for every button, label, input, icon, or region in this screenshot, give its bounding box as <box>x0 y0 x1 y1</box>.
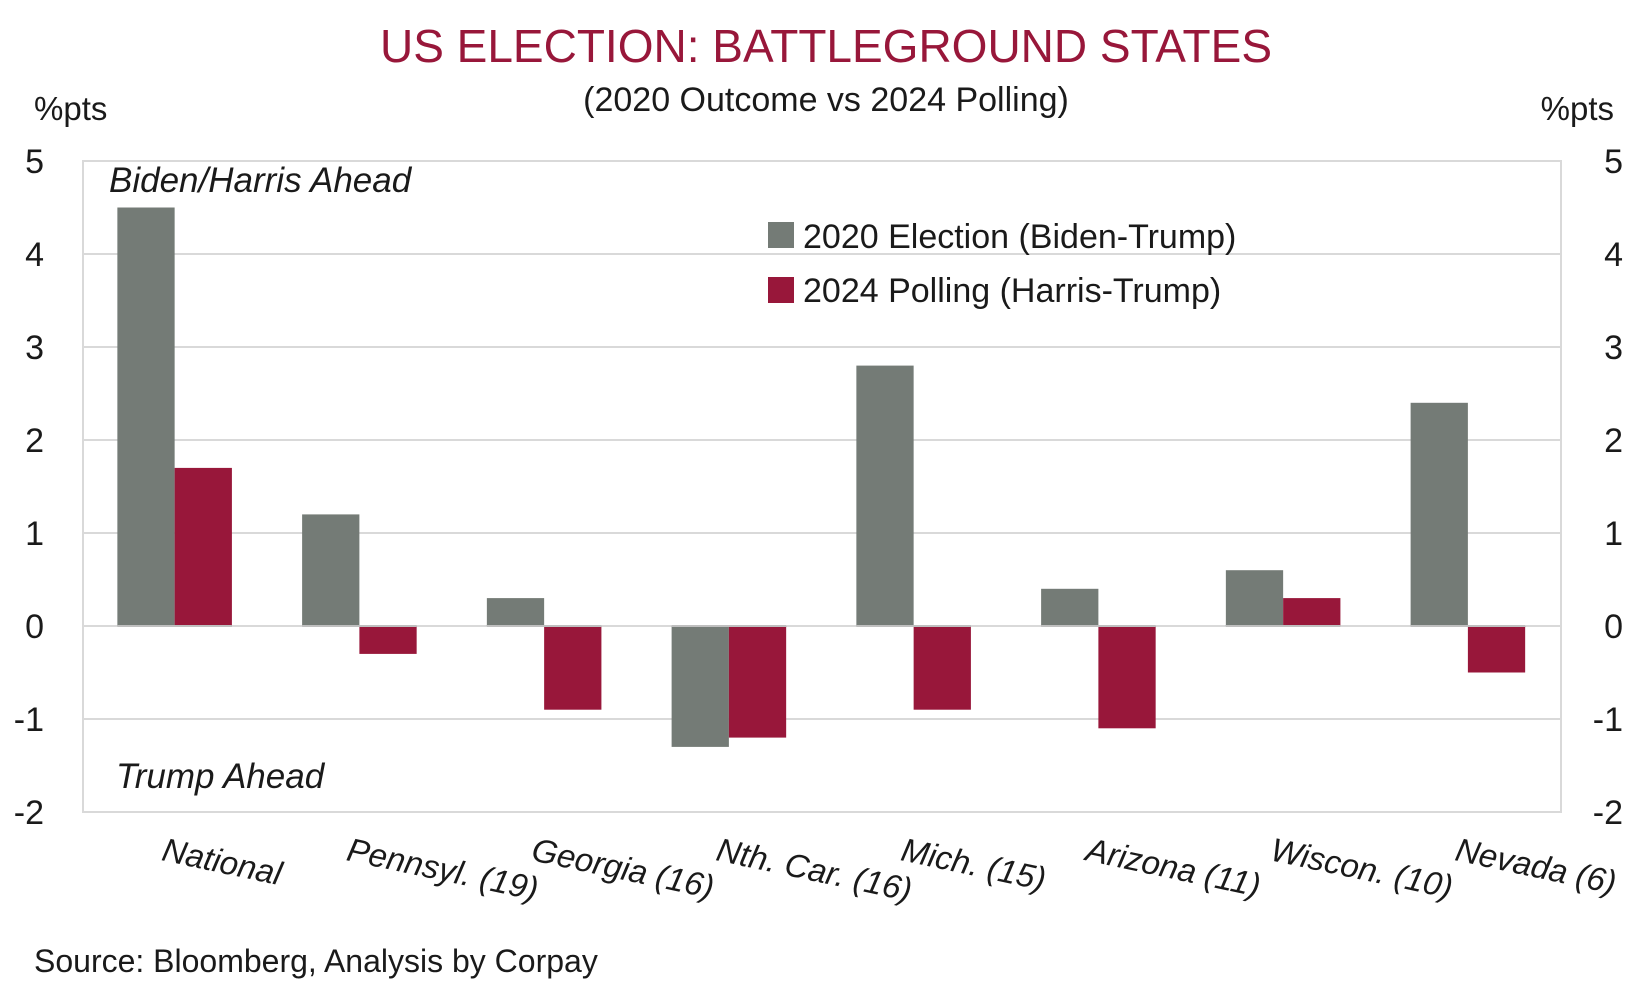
bar-2024 <box>174 467 232 626</box>
legend-label-2024: 2024 Polling (Harris-Trump) <box>803 272 1221 310</box>
y-tick-label-right: 2 <box>1604 422 1623 460</box>
legend-swatch-2020 <box>768 222 794 248</box>
y-axis-label-right: %pts <box>1541 90 1614 127</box>
annotation-top: Biden/Harris Ahead <box>109 161 413 200</box>
y-tick-label-left: 4 <box>25 236 44 274</box>
y-tick-label-left: 1 <box>25 515 44 553</box>
y-tick-label-right: 5 <box>1604 143 1623 181</box>
y-tick-label-left: -1 <box>14 701 44 739</box>
bars <box>117 207 1526 747</box>
bar-2020 <box>856 365 914 626</box>
source-note: Source: Bloomberg, Analysis by Corpay <box>34 943 598 979</box>
x-category-label: Wiscon. (10) <box>1268 831 1457 906</box>
bar-2020 <box>302 514 360 626</box>
y-ticks-right: 5 4 3 2 1 0 -1 -2 <box>1593 143 1623 832</box>
x-category-label: National <box>159 831 287 893</box>
y-tick-label-right: -2 <box>1593 794 1623 832</box>
legend-label-2020: 2020 Election (Biden-Trump) <box>803 218 1236 256</box>
bar-2024 <box>544 626 602 710</box>
y-tick-label-right: -1 <box>1593 701 1623 739</box>
bar-2024 <box>913 626 971 710</box>
bar-2020 <box>671 626 729 747</box>
y-axis-label-left: %pts <box>34 90 107 127</box>
x-category-label: Arizona (11) <box>1081 830 1264 903</box>
y-tick-label-right: 4 <box>1604 236 1623 274</box>
y-tick-label-left: 2 <box>25 422 44 460</box>
bar-2024 <box>1098 626 1156 729</box>
chart-subtitle: (2020 Outcome vs 2024 Polling) <box>583 81 1069 119</box>
y-ticks-left: 5 4 3 2 1 0 -1 -2 <box>14 143 44 832</box>
plot-frame <box>82 160 1562 813</box>
y-tick-label-left: -2 <box>14 794 44 832</box>
x-category-label: Mich. (15) <box>898 831 1049 898</box>
bar-2024 <box>1283 598 1341 626</box>
bar-2020 <box>1225 570 1284 626</box>
gridlines <box>83 253 1561 720</box>
x-category-label: Nevada (6) <box>1452 831 1619 901</box>
y-tick-label-right: 0 <box>1604 608 1623 646</box>
x-category-label: Georgia (16) <box>529 831 718 906</box>
y-tick-label-left: 3 <box>25 329 44 367</box>
bar-2020 <box>1041 588 1099 626</box>
legend-swatch-2024 <box>768 277 794 303</box>
bar-2020 <box>1410 402 1468 626</box>
y-tick-label-right: 3 <box>1604 329 1623 367</box>
y-tick-label-right: 1 <box>1604 515 1623 553</box>
x-axis-categories: National Pennsyl. (19)Georgia (16)Nth. Ca… <box>159 830 1620 908</box>
bar-2024 <box>1467 626 1526 673</box>
legend: 2020 Election (Biden-Trump) 2024 Polling… <box>768 218 1236 310</box>
bar-2024 <box>359 626 417 654</box>
x-category-label: Nth. Car. (16) <box>713 831 915 908</box>
bar-2024 <box>728 626 787 738</box>
y-tick-label-left: 5 <box>25 143 44 181</box>
x-category-label: Pennsyl. (19) <box>344 831 542 908</box>
annotation-bottom: Trump Ahead <box>116 757 326 796</box>
chart-title: US ELECTION: BATTLEGROUND STATES <box>380 20 1272 72</box>
bar-2020 <box>117 207 175 626</box>
bar-2020 <box>486 598 545 626</box>
y-tick-label-left: 0 <box>25 608 44 646</box>
